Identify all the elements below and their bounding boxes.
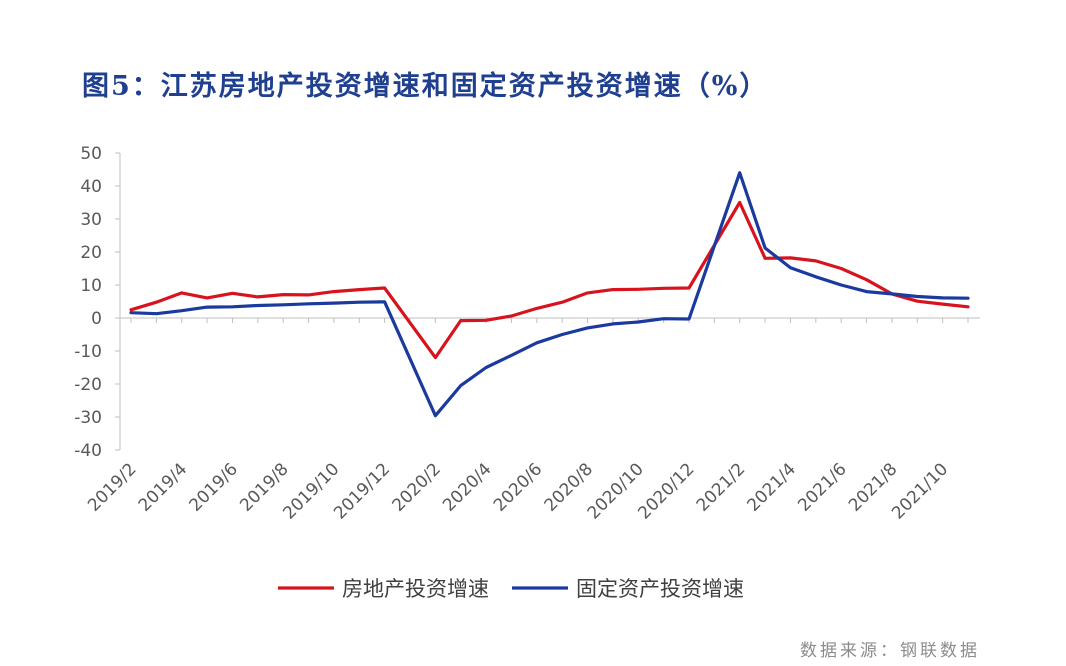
x-tick-label: 2021/10 (888, 459, 952, 523)
legend: 房地产投资增速 固定资产投资增速 (278, 577, 744, 601)
x-tick-label: 2019/12 (330, 459, 394, 523)
legend-label-real-estate: 房地产投资增速 (342, 577, 489, 601)
y-axis-ticks: 50 40 30 20 10 0 -10 -20 -30 -40 (74, 144, 120, 461)
x-tick-label: 2020/2 (388, 459, 444, 515)
y-tick-label: -30 (74, 408, 102, 428)
source-note: 数据来源：钢联数据 (800, 641, 980, 661)
x-tick-label: 2019/4 (135, 459, 191, 515)
x-tick-label: 2020/12 (634, 459, 698, 523)
y-tick-label: -20 (74, 375, 102, 395)
y-tick-label: 50 (80, 144, 102, 164)
series-line-fixed-asset (129, 171, 970, 418)
y-tick-label: -10 (74, 342, 102, 362)
chart-title: 图5：江苏房地产投资增速和固定资产投资增速（%） (82, 71, 769, 102)
x-tick-label: 2020/4 (439, 459, 495, 515)
y-tick-label: 40 (80, 177, 102, 197)
x-tick-label: 2021/2 (693, 459, 749, 515)
x-tick-label: 2021/4 (744, 459, 800, 515)
legend-label-fixed-asset: 固定资产投资增速 (576, 577, 744, 601)
x-tick-label: 2019/6 (186, 459, 242, 515)
y-tick-label: 0 (91, 309, 102, 329)
y-tick-label: 10 (80, 276, 102, 296)
series-lines (129, 171, 970, 418)
y-tick-label: 30 (80, 210, 102, 230)
y-tick-label: -40 (74, 441, 102, 461)
y-tick-label: 20 (80, 243, 102, 263)
x-tick-label: 2019/2 (84, 459, 140, 515)
x-tick-label: 2020/6 (490, 459, 546, 515)
x-tick-label: 2021/6 (794, 459, 850, 515)
series-line-real-estate (129, 200, 970, 360)
